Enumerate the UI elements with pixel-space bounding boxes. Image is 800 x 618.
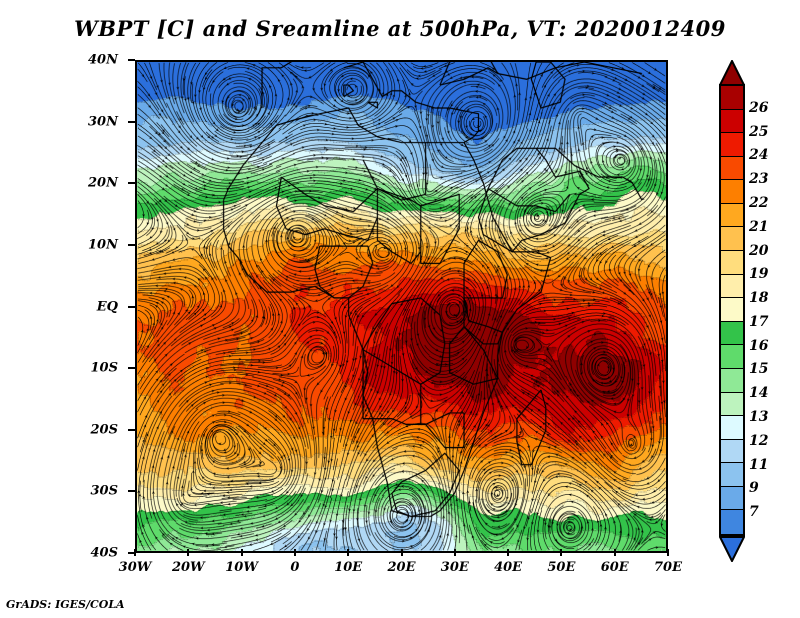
y-axis-label: 20N (88, 175, 118, 191)
y-axis-tick (128, 243, 135, 246)
colorbar-segment (721, 156, 743, 181)
y-axis-tick (128, 552, 135, 554)
colorbar-tick-label: 21 (749, 218, 769, 235)
colorbar-segment (721, 368, 743, 393)
colorbar-tick-label: 11 (749, 456, 769, 473)
y-axis-label: 30S (90, 483, 118, 499)
colorbar-segment (721, 180, 743, 204)
colorbar-scale (719, 84, 745, 536)
colorbar-segment (721, 392, 743, 417)
y-axis-tick (128, 59, 135, 61)
colorbar-tick-label: 7 (749, 504, 759, 521)
x-axis-tick (560, 549, 563, 556)
colorbar-segment (721, 321, 743, 346)
x-axis-label: 30E (440, 560, 469, 575)
y-axis-tick (128, 120, 135, 123)
colorbar-tick-label: 9 (749, 480, 759, 497)
colorbar-tick-label: 22 (749, 194, 769, 211)
x-axis-tick (667, 549, 669, 556)
x-axis: 30W 20W 10W 0 10E 20E 30E 40E 50E 60E 70E (119, 549, 682, 582)
x-axis-tick (613, 549, 616, 556)
y-axis-label: 40N (88, 52, 118, 68)
colorbar-bottom-arrow-icon (719, 536, 745, 562)
x-axis-label: 10E (334, 560, 363, 575)
colorbar-tick-label: 19 (749, 266, 769, 283)
colorbar-segment (721, 133, 743, 157)
y-axis-label: 20S (90, 422, 118, 438)
colorbar-tick-label: 25 (749, 123, 769, 140)
x-axis-label: 20E (387, 560, 416, 575)
x-axis-tick (293, 549, 296, 556)
colorbar-segment (721, 463, 743, 487)
colorbar-tick-label: 20 (749, 242, 769, 259)
map-plot-area (135, 60, 668, 553)
y-axis: 40N 30N 20N 10N EQ 10S 20S 30S 40S (60, 53, 135, 561)
colorbar-segment (721, 274, 743, 299)
colorbar-tick-label: 12 (749, 432, 769, 449)
x-axis-label: 70E (654, 560, 682, 575)
x-axis-tick (453, 549, 456, 556)
y-axis-label: 10N (88, 237, 118, 253)
y-axis-label: 10S (90, 360, 118, 376)
colorbar-tick-label: 17 (749, 313, 769, 330)
colorbar-segment (721, 486, 743, 511)
x-axis-label: 0 (290, 560, 300, 575)
x-axis-tick (240, 549, 243, 556)
y-axis-tick (128, 367, 135, 370)
colorbar: 26 25 24 23 22 21 20 19 18 17 16 15 14 13 12 11 9 7 (719, 60, 768, 562)
colorbar-tick-label: 15 (749, 361, 769, 378)
chart-title: WBPT [C] and Sreamline at 500hPa, VT: 20… (74, 16, 726, 41)
wbpt-streamline-map (137, 62, 666, 551)
colorbar-tick-label: 18 (749, 290, 769, 307)
x-axis-label: 60E (600, 560, 629, 575)
x-axis-label: 30W (118, 560, 152, 575)
colorbar-segment (721, 510, 743, 534)
x-axis-tick (507, 549, 510, 556)
y-axis-label: EQ (96, 299, 118, 314)
x-axis-tick (400, 549, 403, 556)
y-axis-tick (128, 490, 135, 493)
colorbar-tick-label: 13 (749, 409, 769, 426)
colorbar-tick-label: 23 (749, 171, 769, 188)
colorbar-segment (721, 298, 743, 322)
colorbar-tick-label: 24 (749, 147, 769, 164)
colorbar-segment (721, 439, 743, 464)
y-axis-tick (128, 305, 135, 308)
colorbar-segment (721, 345, 743, 369)
y-axis-label: 30N (88, 114, 118, 130)
colorbar-segment (721, 109, 743, 134)
x-axis-tick (347, 549, 350, 556)
colorbar-segment (721, 416, 743, 440)
y-axis-label: 40S (90, 545, 118, 561)
x-axis-label: 10W (225, 560, 258, 575)
x-axis-tick (187, 549, 190, 556)
colorbar-segment (721, 203, 743, 228)
x-axis-label: 40E (494, 560, 523, 575)
colorbar-segment (721, 251, 743, 275)
colorbar-tick-label: 14 (749, 385, 769, 402)
x-axis-label: 20W (171, 560, 205, 575)
colorbar-segment (721, 86, 743, 110)
colorbar-segment (721, 227, 743, 252)
x-axis-label: 50E (547, 560, 576, 575)
attribution-footer: GrADS: IGES/COLA (6, 598, 125, 611)
y-axis-tick (128, 182, 135, 185)
x-axis-tick (134, 549, 136, 556)
y-axis-tick (128, 428, 135, 431)
colorbar-top-arrow-icon (719, 60, 745, 86)
colorbar-tick-label: 16 (749, 337, 769, 354)
colorbar-tick-label: 26 (749, 99, 769, 116)
